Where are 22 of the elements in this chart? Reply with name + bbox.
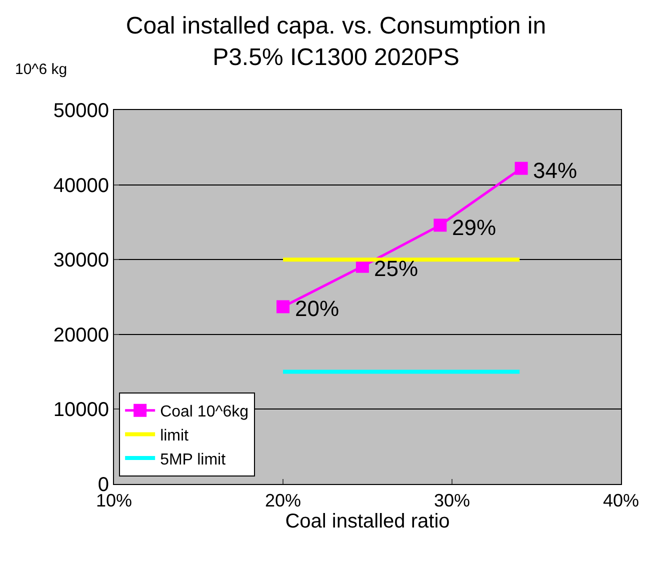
- annotation: 20%: [295, 296, 340, 321]
- annotation: 34%: [533, 158, 578, 183]
- x-tick-label: 40%: [602, 490, 640, 511]
- annotation: 25%: [374, 256, 418, 281]
- y-axis-title: 10^6 kg: [15, 61, 68, 78]
- legend-label: 5MP limit: [160, 451, 226, 468]
- x-tick-label: 20%: [264, 490, 302, 511]
- point: [514, 162, 528, 175]
- chart-title: Coal installed capa. vs. Consumption in P3.5% IC1300 2020PS: [126, 12, 546, 71]
- point: [434, 218, 447, 232]
- y-tick-label: 50000: [53, 100, 109, 122]
- x-tick-label: 10%: [96, 490, 132, 511]
- legend-label: Coal 10^6kg: [160, 404, 249, 421]
- y-tick-label: 30000: [53, 250, 109, 272]
- annotation: 29%: [452, 215, 496, 240]
- y-tick-label: 10000: [53, 399, 109, 422]
- point: [276, 300, 290, 314]
- y-tick-label: 40000: [53, 174, 109, 197]
- legend-label: limit: [160, 427, 190, 444]
- x-tick-label: 30%: [434, 490, 470, 511]
- y-tick-label: 20000: [53, 324, 109, 346]
- x-axis-title: Coal installed ratio: [285, 510, 450, 533]
